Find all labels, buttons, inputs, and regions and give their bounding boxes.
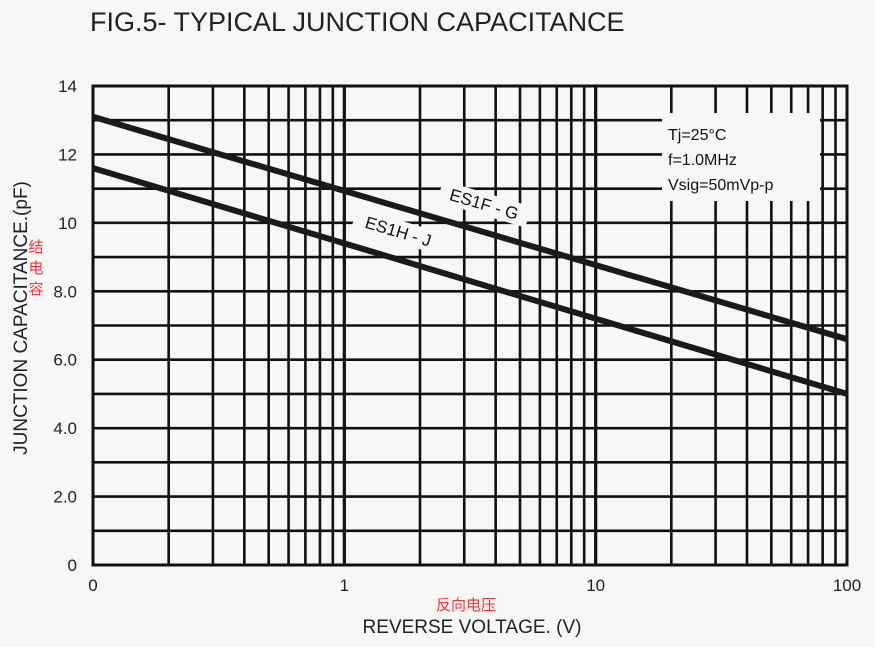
y-tick-label: 12 bbox=[58, 145, 77, 164]
condition-line: f=1.0MHz bbox=[668, 152, 737, 169]
condition-line: Tj=25°C bbox=[668, 127, 726, 144]
y-tick-label: 8.0 bbox=[53, 282, 77, 301]
chart-title: FIG.5- TYPICAL JUNCTION CAPACITANCE bbox=[90, 7, 625, 37]
conditions-box: Tj=25°C f=1.0MHz Vsig=50mVp-p bbox=[662, 113, 820, 201]
series-layer bbox=[92, 113, 848, 397]
plot-border bbox=[91, 84, 849, 567]
condition-line: Vsig=50mVp-p bbox=[668, 177, 773, 194]
series-label: ES1H - J bbox=[363, 213, 434, 251]
x-axis-ticks: 0 1 10 100 bbox=[88, 576, 861, 595]
x-tick-label: 1 bbox=[340, 576, 349, 595]
y-tick-label: 2.0 bbox=[53, 488, 77, 507]
series-line bbox=[92, 165, 848, 397]
y-axis-ticks: 0 2.0 4.0 6.0 8.0 10 12 14 bbox=[53, 77, 77, 575]
y-axis-annotation: 结电容 bbox=[28, 239, 43, 298]
x-axis-annotation: 反向电压 bbox=[436, 597, 496, 614]
series-label-backdrop bbox=[436, 180, 532, 228]
series-label: ES1F - G bbox=[447, 185, 520, 223]
series-line bbox=[92, 113, 848, 343]
x-tick-label: 10 bbox=[586, 576, 605, 595]
y-tick-label: 14 bbox=[58, 77, 77, 96]
y-tick-label: 10 bbox=[58, 214, 77, 233]
y-tick-label: 0 bbox=[68, 556, 77, 575]
x-tick-label: 100 bbox=[833, 576, 861, 595]
y-axis-label: JUNCTION CAPACITANCE.(pF) bbox=[11, 181, 32, 455]
series-label-backdrop bbox=[351, 207, 446, 256]
x-axis-label: REVERSE VOLTAGE. (V) bbox=[363, 617, 582, 638]
conditions-backdrop bbox=[662, 113, 820, 201]
grid bbox=[91, 84, 849, 567]
x-tick-label: 0 bbox=[88, 576, 97, 595]
y-tick-label: 6.0 bbox=[53, 351, 77, 370]
y-tick-label: 4.0 bbox=[53, 419, 77, 438]
